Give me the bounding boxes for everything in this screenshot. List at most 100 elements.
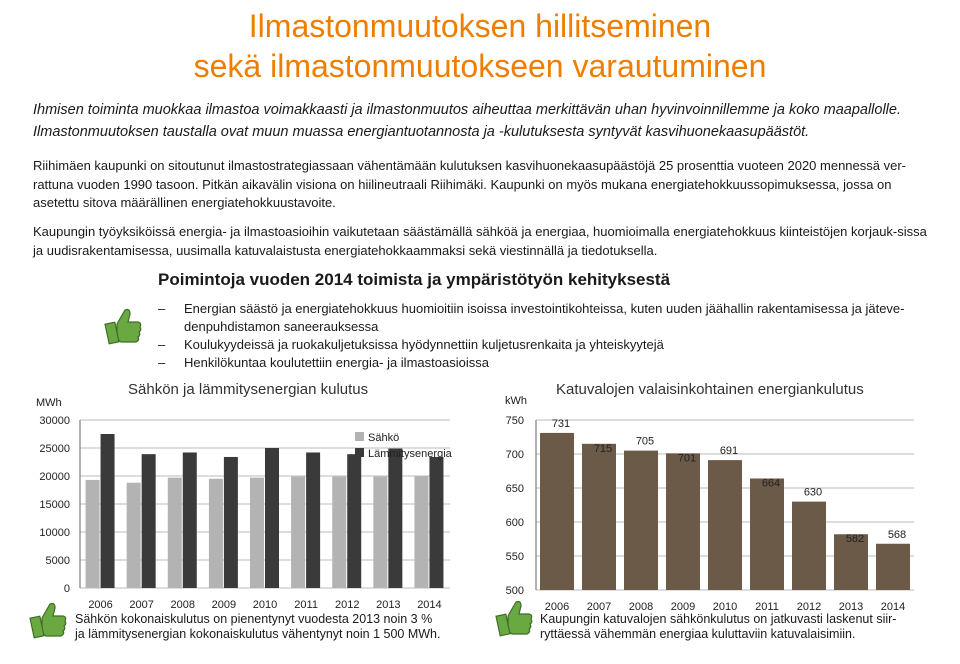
x-tick-label: 2011 — [294, 599, 318, 611]
highlights-heading: Poimintoja vuoden 2014 toimista ja ympär… — [158, 270, 671, 289]
y-tick-label: 650 — [506, 483, 524, 495]
x-tick-label: 2008 — [171, 599, 195, 611]
x-tick-label: 2006 — [88, 599, 112, 611]
x-tick-label: 2013 — [839, 601, 863, 613]
bar — [265, 448, 279, 588]
legend-swatch — [355, 448, 364, 457]
list-item-text: Henkilökuntaa koulutettiin energia- ja i… — [184, 355, 489, 370]
legend-label: Lämmitysenergia — [368, 448, 453, 460]
bar — [223, 456, 238, 588]
chart2: 750 700 650 600 550 500 731 2006 715 2007 705 2008 7… — [506, 415, 914, 613]
y-tick-label: 10000 — [39, 527, 70, 539]
x-tick-label: 2011 — [755, 601, 779, 613]
paragraph: Kaupungin työyksiköissä energia- ja ilma… — [33, 224, 927, 258]
caption-line: ja lämmitysenergian kokonaiskulutus vähe… — [75, 627, 441, 641]
data-label: 715 — [594, 443, 612, 455]
list-dash: – — [158, 355, 166, 370]
data-label: 691 — [720, 445, 738, 457]
bar — [306, 452, 321, 588]
data-label: 582 — [846, 533, 864, 545]
y-tick-label: 25000 — [39, 443, 70, 455]
thumbs-up-icon — [29, 602, 67, 639]
bar — [250, 477, 264, 588]
x-tick-label: 2010 — [713, 601, 737, 613]
data-label: 664 — [762, 477, 780, 489]
bar — [141, 454, 156, 588]
y-tick-label: 5000 — [46, 555, 70, 567]
bar — [182, 452, 197, 588]
y-tick-label: 30000 — [39, 415, 70, 427]
y-tick-label: 600 — [506, 517, 524, 529]
thumbs-up-icon — [495, 600, 533, 637]
highlights-list: – Energian säästö ja energiatehokkuus huo… — [158, 300, 928, 372]
bar — [708, 460, 742, 590]
x-tick-label: 2007 — [587, 601, 611, 613]
bar — [347, 454, 362, 588]
intro-text: Ihmisen toiminta muokkaa ilmastoa voimak… — [33, 99, 933, 143]
legend-swatch — [355, 432, 364, 441]
chart2-y-unit: kWh — [505, 395, 527, 407]
bar — [167, 477, 182, 588]
y-tick-label: 0 — [64, 583, 70, 595]
bar — [208, 478, 223, 588]
chart1-caption: Sähkön kokonaiskulutus on pienentynyt vu… — [75, 612, 475, 642]
list-item-text: Energian säästö ja energiatehokkuus huom… — [184, 301, 905, 334]
bar — [291, 476, 306, 588]
y-tick-label: 700 — [506, 449, 524, 461]
bar — [792, 501, 826, 590]
x-tick-label: 2006 — [545, 601, 569, 613]
bar — [666, 453, 700, 590]
x-tick-label: 2014 — [881, 601, 905, 613]
y-tick-label: 750 — [506, 415, 524, 427]
intro-line: Ilmastonmuutoksen taustalla ovat muun mu… — [33, 124, 810, 140]
list-item: – Energian säästö ja energiatehokkuus huo… — [158, 300, 928, 336]
chart2-caption: Kaupungin katuvalojen sähkönkulutus on j… — [540, 612, 940, 642]
data-label: 701 — [678, 452, 696, 464]
bar — [834, 534, 868, 590]
bar — [100, 434, 115, 588]
x-tick-label: 2009 — [671, 601, 695, 613]
intro-line: Ihmisen toiminta muokkaa ilmastoa voimak… — [33, 102, 901, 118]
y-tick-label: 20000 — [39, 471, 70, 483]
list-dash: – — [158, 301, 166, 316]
data-label: 705 — [636, 436, 654, 448]
paragraph: Riihimäen kaupunki on sitoutunut ilmasto… — [33, 158, 906, 210]
list-item-text: Koulukyydeissä ja ruokakuljetuksissa hyö… — [184, 337, 664, 352]
chart1: 30000 25000 20000 15000 10000 5000 0 2006 2007 20… — [39, 415, 453, 611]
data-label: 731 — [552, 418, 570, 430]
legend-label: Sähkö — [368, 432, 399, 444]
list-dash: – — [158, 337, 166, 352]
chart1-title: Sähkön ja lämmitysenergian kulutus — [128, 381, 369, 398]
y-tick-label: 550 — [506, 551, 524, 563]
x-tick-label: 2009 — [212, 599, 236, 611]
x-tick-label: 2008 — [629, 601, 653, 613]
page-subtitle: sekä ilmastonmuutokseen varautuminen — [193, 48, 767, 84]
caption-line: Sähkön kokonaiskulutus on pienentynyt vu… — [75, 612, 433, 626]
bar — [388, 448, 403, 588]
list-item: – Henkilökuntaa koulutettiin energia- ja … — [158, 354, 928, 372]
x-tick-label: 2014 — [417, 599, 441, 611]
bar — [414, 476, 429, 588]
bar — [85, 479, 100, 588]
x-tick-label: 2012 — [335, 599, 359, 611]
x-tick-label: 2007 — [129, 599, 153, 611]
bar — [750, 478, 784, 590]
bar — [373, 476, 388, 588]
caption-line: Kaupungin katuvalojen sähkönkulutus on j… — [540, 612, 897, 626]
caption-line: ryttäessä vähemmän energiaa kuluttaviin … — [540, 627, 856, 641]
chart2-title: Katuvalojen valaisinkohtainen energianku… — [556, 381, 864, 398]
x-tick-label: 2013 — [376, 599, 400, 611]
bar — [429, 456, 444, 588]
bar — [624, 450, 658, 590]
data-label: 568 — [888, 529, 906, 541]
y-tick-label: 500 — [506, 585, 524, 597]
bar — [876, 543, 910, 590]
bar — [582, 443, 616, 590]
bar — [126, 482, 141, 588]
y-tick-label: 15000 — [39, 499, 70, 511]
x-tick-label: 2010 — [253, 599, 277, 611]
list-item: – Koulukyydeissä ja ruokakuljetuksissa hy… — [158, 336, 928, 354]
data-label: 630 — [804, 487, 822, 499]
chart1-y-unit: MWh — [36, 397, 62, 409]
thumbs-up-icon — [104, 308, 142, 345]
